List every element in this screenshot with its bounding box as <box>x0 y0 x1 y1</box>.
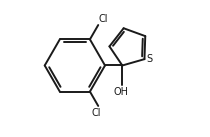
Text: Cl: Cl <box>92 108 101 118</box>
Text: S: S <box>146 54 152 64</box>
Text: Cl: Cl <box>99 14 109 24</box>
Text: OH: OH <box>113 87 128 97</box>
